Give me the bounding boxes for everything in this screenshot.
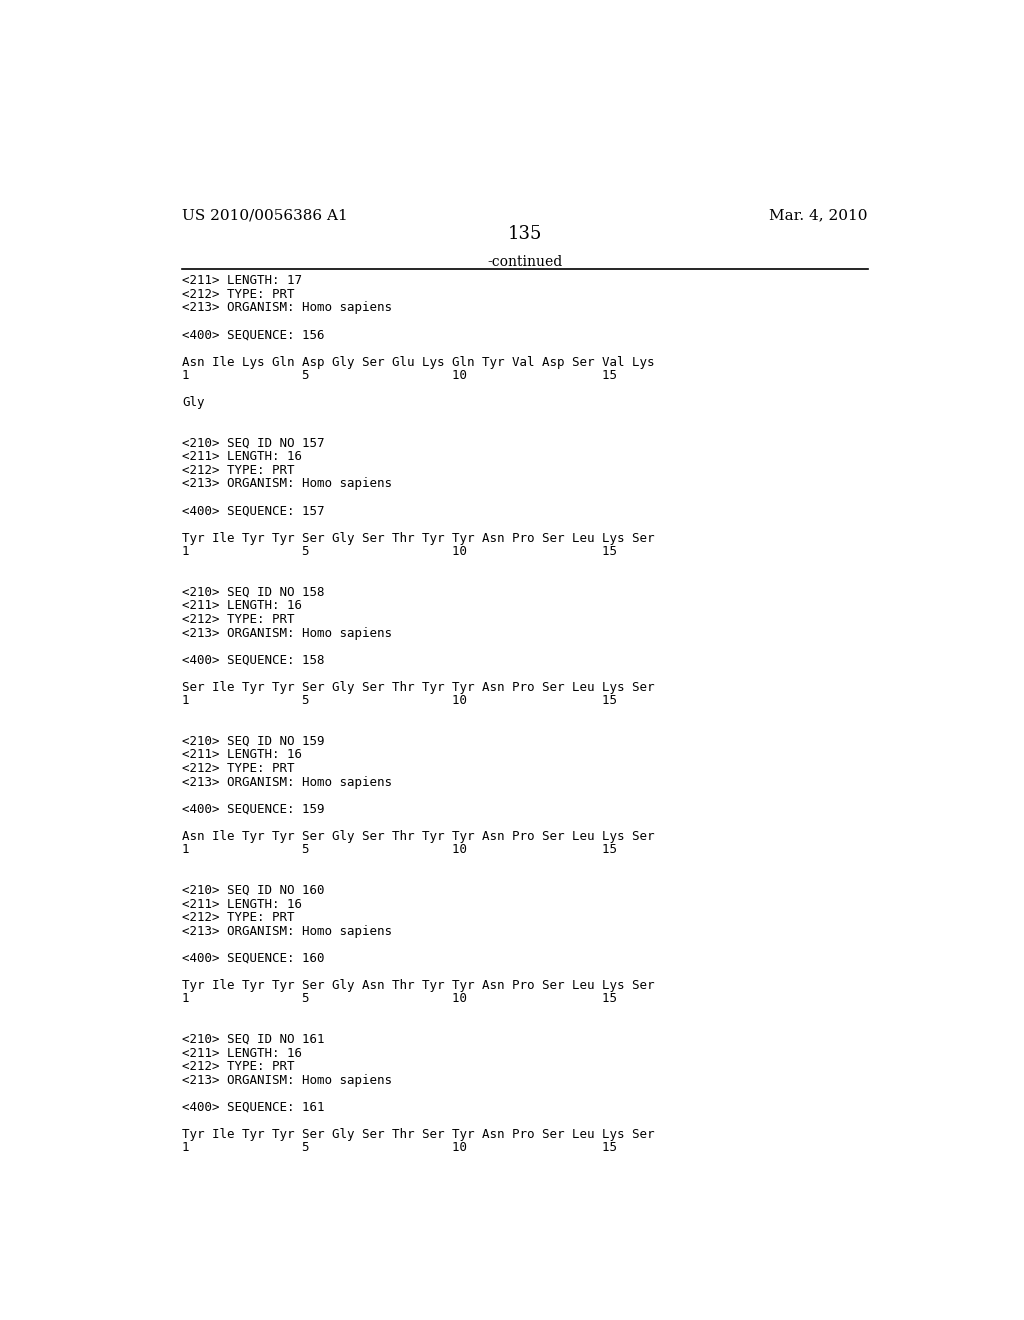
Text: <211> LENGTH: 16: <211> LENGTH: 16 [182,898,302,911]
Text: <213> ORGANISM: Homo sapiens: <213> ORGANISM: Homo sapiens [182,924,392,937]
Text: 1               5                   10                  15: 1 5 10 15 [182,843,617,857]
Text: Ser Ile Tyr Tyr Ser Gly Ser Thr Tyr Tyr Asn Pro Ser Leu Lys Ser: Ser Ile Tyr Tyr Ser Gly Ser Thr Tyr Tyr … [182,681,654,694]
Text: 1               5                   10                  15: 1 5 10 15 [182,993,617,1006]
Text: 1               5                   10                  15: 1 5 10 15 [182,1142,617,1155]
Text: <213> ORGANISM: Homo sapiens: <213> ORGANISM: Homo sapiens [182,301,392,314]
Text: <400> SEQUENCE: 158: <400> SEQUENCE: 158 [182,653,325,667]
Text: <212> TYPE: PRT: <212> TYPE: PRT [182,911,295,924]
Text: <213> ORGANISM: Homo sapiens: <213> ORGANISM: Homo sapiens [182,478,392,491]
Text: Asn Ile Lys Gln Asp Gly Ser Glu Lys Gln Tyr Val Asp Ser Val Lys: Asn Ile Lys Gln Asp Gly Ser Glu Lys Gln … [182,355,654,368]
Text: <210> SEQ ID NO 157: <210> SEQ ID NO 157 [182,437,325,450]
Text: 1               5                   10                  15: 1 5 10 15 [182,370,617,381]
Text: <212> TYPE: PRT: <212> TYPE: PRT [182,288,295,301]
Text: <211> LENGTH: 16: <211> LENGTH: 16 [182,599,302,612]
Text: 135: 135 [508,226,542,243]
Text: Tyr Ile Tyr Tyr Ser Gly Ser Thr Ser Tyr Asn Pro Ser Leu Lys Ser: Tyr Ile Tyr Tyr Ser Gly Ser Thr Ser Tyr … [182,1127,654,1140]
Text: Tyr Ile Tyr Tyr Ser Gly Asn Thr Tyr Tyr Asn Pro Ser Leu Lys Ser: Tyr Ile Tyr Tyr Ser Gly Asn Thr Tyr Tyr … [182,979,654,991]
Text: <400> SEQUENCE: 160: <400> SEQUENCE: 160 [182,952,325,965]
Text: <212> TYPE: PRT: <212> TYPE: PRT [182,463,295,477]
Text: <210> SEQ ID NO 161: <210> SEQ ID NO 161 [182,1034,325,1045]
Text: <211> LENGTH: 16: <211> LENGTH: 16 [182,748,302,762]
Text: <400> SEQUENCE: 157: <400> SEQUENCE: 157 [182,504,325,517]
Text: <212> TYPE: PRT: <212> TYPE: PRT [182,612,295,626]
Text: <400> SEQUENCE: 156: <400> SEQUENCE: 156 [182,329,325,342]
Text: <210> SEQ ID NO 158: <210> SEQ ID NO 158 [182,586,325,599]
Text: 1               5                   10                  15: 1 5 10 15 [182,694,617,708]
Text: US 2010/0056386 A1: US 2010/0056386 A1 [182,209,348,222]
Text: Gly: Gly [182,396,205,409]
Text: <213> ORGANISM: Homo sapiens: <213> ORGANISM: Homo sapiens [182,627,392,639]
Text: <400> SEQUENCE: 161: <400> SEQUENCE: 161 [182,1101,325,1114]
Text: <211> LENGTH: 17: <211> LENGTH: 17 [182,275,302,288]
Text: <210> SEQ ID NO 159: <210> SEQ ID NO 159 [182,735,325,748]
Text: <213> ORGANISM: Homo sapiens: <213> ORGANISM: Homo sapiens [182,776,392,788]
Text: <212> TYPE: PRT: <212> TYPE: PRT [182,1060,295,1073]
Text: Tyr Ile Tyr Tyr Ser Gly Ser Thr Tyr Tyr Asn Pro Ser Leu Lys Ser: Tyr Ile Tyr Tyr Ser Gly Ser Thr Tyr Tyr … [182,532,654,545]
Text: <212> TYPE: PRT: <212> TYPE: PRT [182,762,295,775]
Text: 1               5                   10                  15: 1 5 10 15 [182,545,617,558]
Text: <213> ORGANISM: Homo sapiens: <213> ORGANISM: Homo sapiens [182,1073,392,1086]
Text: <210> SEQ ID NO 160: <210> SEQ ID NO 160 [182,884,325,898]
Text: <400> SEQUENCE: 159: <400> SEQUENCE: 159 [182,803,325,816]
Text: <211> LENGTH: 16: <211> LENGTH: 16 [182,1047,302,1060]
Text: -continued: -continued [487,255,562,269]
Text: Asn Ile Tyr Tyr Ser Gly Ser Thr Tyr Tyr Asn Pro Ser Leu Lys Ser: Asn Ile Tyr Tyr Ser Gly Ser Thr Tyr Tyr … [182,830,654,842]
Text: <211> LENGTH: 16: <211> LENGTH: 16 [182,450,302,463]
Text: Mar. 4, 2010: Mar. 4, 2010 [769,209,867,222]
